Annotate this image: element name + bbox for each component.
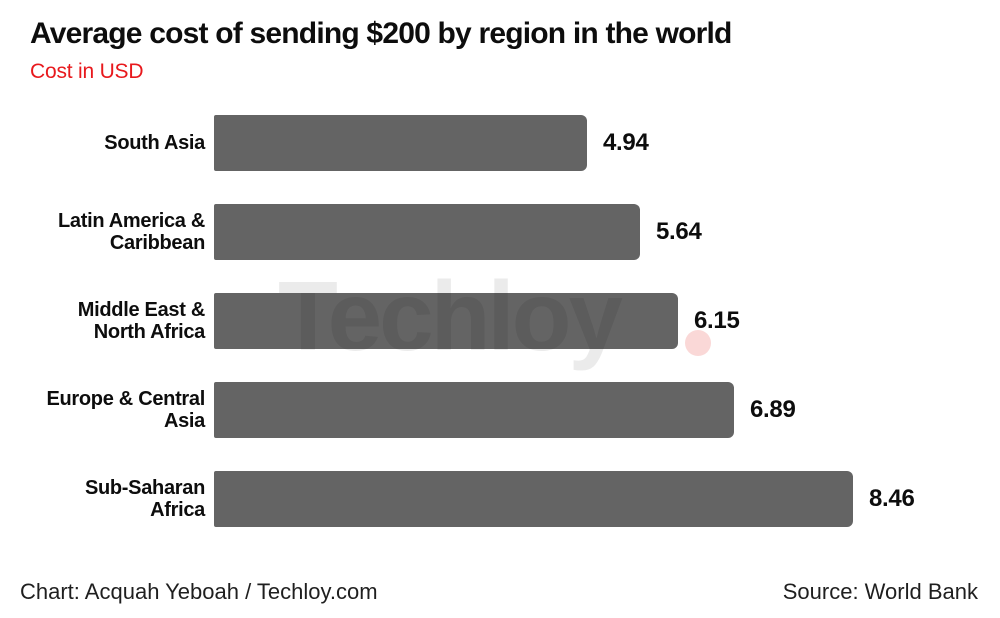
bar-europe-central-asia [214,382,734,438]
value-label: 8.46 [869,485,915,512]
category-label: Middle East & North Africa [77,299,206,343]
bar-row-middle-east-north-africa: Middle East & North Africa 6.15 [0,293,1000,349]
bar-latin-america-caribbean [214,204,640,260]
category-label: South Asia [104,132,205,154]
footer-credit: Chart: Acquah Yeboah / Techloy.com [20,579,378,604]
value-label: 6.89 [750,396,796,423]
chart-subtitle: Cost in USD [30,60,144,83]
bar-row-latin-america-caribbean: Latin America & Caribbean 5.64 [0,204,1000,260]
bar-row-south-asia: South Asia 4.94 [0,115,1000,171]
bar-sub-saharan-africa [214,471,853,527]
bar-chart: South Asia 4.94 Latin America & Caribbea… [0,115,1000,560]
footer-source: Source: World Bank [782,579,978,604]
footer: Chart: Acquah Yeboah / Techloy.com Sourc… [20,579,978,605]
category-label: Latin America & Caribbean [57,210,205,254]
bar-middle-east-north-africa [214,293,678,349]
category-label: Sub-Saharan Africa [84,477,205,521]
page-title: Average cost of sending $200 by region i… [30,17,732,50]
value-label: 4.94 [603,129,649,156]
bar-south-asia [214,115,587,171]
category-label: Europe & Central Asia [46,388,205,432]
value-label: 6.15 [694,307,740,334]
bar-row-europe-central-asia: Europe & Central Asia 6.89 [0,382,1000,438]
bar-row-sub-saharan-africa: Sub-Saharan Africa 8.46 [0,471,1000,527]
chart-header: Average cost of sending $200 by region i… [30,16,732,84]
value-label: 5.64 [656,218,702,245]
